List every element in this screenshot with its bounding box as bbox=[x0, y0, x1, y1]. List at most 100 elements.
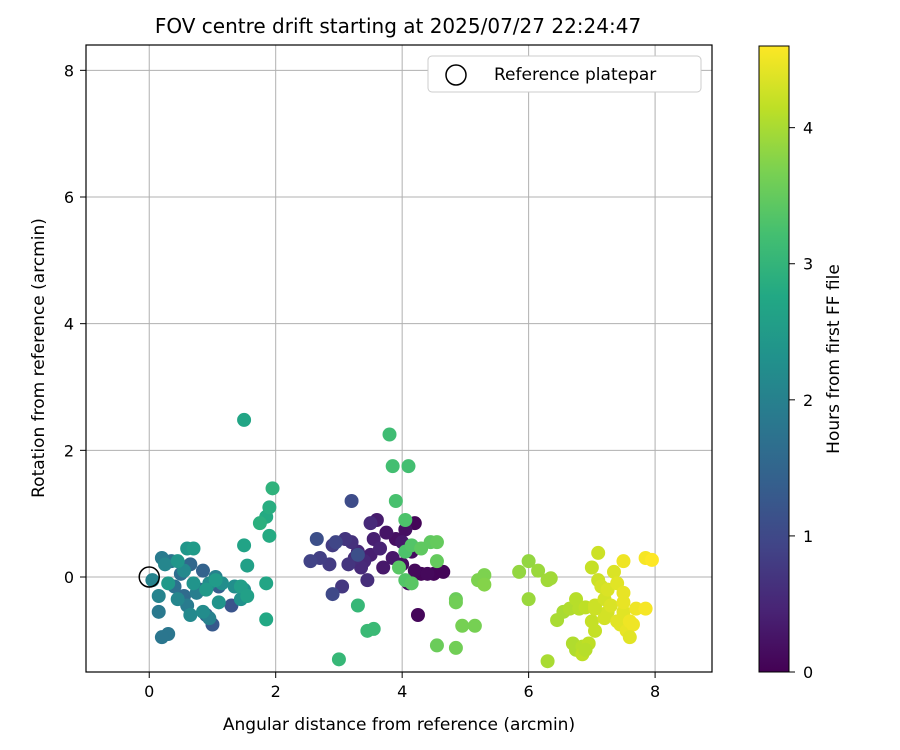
scatter-point bbox=[429, 554, 444, 569]
scatter-point bbox=[616, 595, 631, 610]
y-tick-label: 2 bbox=[64, 441, 74, 460]
y-axis-label: Rotation from reference (arcmin) bbox=[29, 218, 49, 498]
scatter-point bbox=[638, 601, 653, 616]
scatter-point bbox=[328, 535, 343, 550]
scatter-point bbox=[379, 525, 394, 540]
legend-label: Reference platepar bbox=[494, 65, 656, 85]
scatter-point bbox=[584, 560, 599, 575]
scatter-point bbox=[603, 598, 618, 613]
scatter-point bbox=[252, 516, 267, 531]
legend-marker bbox=[445, 64, 467, 86]
scatter-point bbox=[240, 589, 255, 603]
scatter-point bbox=[186, 576, 201, 591]
scatter-point bbox=[158, 557, 173, 572]
scatter-point bbox=[309, 532, 324, 546]
scatter-point bbox=[262, 500, 277, 515]
scatter-point bbox=[398, 513, 413, 527]
scatter-point bbox=[183, 608, 198, 622]
scatter-point bbox=[208, 573, 223, 588]
scatter-point bbox=[388, 494, 403, 508]
scatter-point bbox=[512, 564, 527, 579]
y-tick-label: 0 bbox=[64, 568, 74, 587]
scatter-point bbox=[363, 516, 378, 531]
scatter-point bbox=[151, 604, 166, 619]
scatter-point bbox=[195, 563, 210, 578]
scatter-point bbox=[237, 538, 252, 553]
scatter-point bbox=[382, 427, 397, 442]
scatter-point bbox=[170, 554, 185, 569]
scatter-point bbox=[341, 557, 356, 572]
axis-ticks: 0 2 4 6 8 0 2 4 6 8 bbox=[64, 61, 660, 701]
scatter-points bbox=[145, 412, 659, 669]
scatter-point bbox=[360, 573, 375, 588]
scatter-point bbox=[531, 563, 546, 578]
colorbar-tick-label: 0 bbox=[803, 663, 813, 682]
scatter-point bbox=[521, 592, 536, 607]
scatter-point bbox=[467, 618, 482, 633]
scatter-point bbox=[376, 560, 391, 575]
scatter-point bbox=[145, 573, 160, 588]
plot-frame bbox=[85, 44, 713, 673]
scatter-point bbox=[392, 560, 406, 575]
scatter-point bbox=[543, 571, 558, 586]
y-tick-label: 8 bbox=[64, 61, 74, 80]
scatter-point bbox=[186, 541, 201, 556]
scatter-point bbox=[325, 587, 340, 602]
scatter-point bbox=[588, 601, 603, 616]
colorbar-tick-label: 2 bbox=[803, 391, 813, 410]
scatter-point bbox=[259, 612, 274, 627]
y-tick-label: 6 bbox=[64, 188, 74, 207]
x-tick-label: 8 bbox=[650, 682, 660, 701]
scatter-point bbox=[588, 623, 603, 638]
scatter-point bbox=[616, 554, 631, 569]
scatter-point bbox=[262, 528, 277, 543]
colorbar bbox=[758, 45, 790, 673]
scatter-point bbox=[625, 617, 640, 632]
scatter-point bbox=[344, 494, 359, 508]
legend-box bbox=[427, 55, 702, 93]
scatter-point bbox=[448, 640, 463, 655]
x-tick-label: 2 bbox=[271, 682, 281, 701]
scatter-point bbox=[237, 412, 252, 427]
scatter-point bbox=[622, 630, 637, 645]
scatter-point bbox=[578, 642, 593, 657]
scatter-point bbox=[429, 638, 444, 653]
scatter-point bbox=[407, 563, 422, 578]
scatter-point bbox=[151, 589, 166, 603]
scatter-point bbox=[303, 554, 318, 569]
scatter-point bbox=[350, 547, 365, 562]
scatter-point bbox=[455, 618, 470, 633]
scatter-point bbox=[331, 652, 346, 667]
scatter-point bbox=[211, 595, 226, 610]
scatter-point bbox=[259, 576, 274, 591]
scatter-point bbox=[448, 595, 463, 610]
colorbar-tick-label: 1 bbox=[803, 527, 813, 546]
scatter-point bbox=[195, 604, 210, 619]
scatter-point bbox=[540, 654, 555, 669]
scatter-point bbox=[644, 552, 659, 567]
scatter-point bbox=[154, 630, 169, 645]
colorbar-tick-label: 4 bbox=[803, 119, 813, 138]
scatter-point bbox=[373, 541, 388, 556]
scatter-point bbox=[436, 564, 451, 579]
scatter-point bbox=[350, 598, 365, 613]
x-axis-label: Angular distance from reference (arcmin) bbox=[223, 715, 575, 735]
scatter-point bbox=[335, 579, 350, 594]
chart-title: FOV centre drift starting at 2025/07/27 … bbox=[155, 14, 641, 38]
colorbar-label: Hours from first FF file bbox=[824, 264, 844, 454]
x-tick-label: 0 bbox=[144, 682, 154, 701]
scatter-point bbox=[265, 481, 280, 496]
scatter-point bbox=[606, 564, 621, 579]
x-tick-label: 4 bbox=[397, 682, 407, 701]
legend: Reference platepar bbox=[427, 55, 702, 93]
scatter-point bbox=[161, 576, 176, 591]
colorbar-ticks: 0 1 2 3 4 bbox=[789, 119, 813, 682]
scatter-point bbox=[366, 621, 381, 636]
scatter-point bbox=[170, 592, 185, 607]
scatter-point bbox=[199, 582, 214, 597]
reference-platepar-marker bbox=[138, 566, 160, 588]
x-tick-label: 6 bbox=[524, 682, 534, 701]
scatter-point bbox=[420, 566, 435, 581]
scatter-point bbox=[240, 558, 255, 573]
